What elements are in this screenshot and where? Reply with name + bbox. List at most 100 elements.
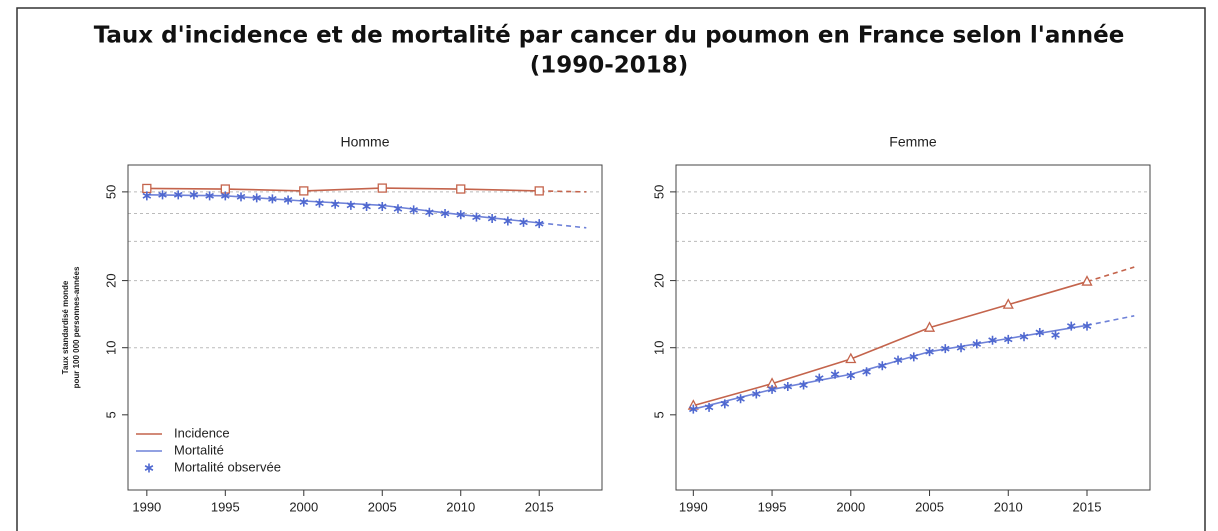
marker — [519, 217, 528, 227]
x-tick-label: 2015 — [525, 499, 554, 514]
marker — [189, 190, 199, 200]
y-tick-label: 10 — [103, 340, 118, 354]
marker — [877, 361, 887, 371]
marker — [972, 339, 982, 349]
marker — [704, 402, 714, 412]
series-line — [1086, 315, 1135, 327]
series-line — [539, 222, 587, 229]
marker — [346, 200, 356, 210]
panel-title: Femme — [889, 134, 937, 150]
marker — [299, 197, 309, 207]
legend-label: Mortalité — [174, 442, 224, 457]
y-axis-label: pour 100 000 personnes-années — [72, 266, 81, 388]
series-line — [539, 190, 587, 193]
marker — [205, 191, 214, 201]
y-tick-label: 10 — [651, 340, 666, 354]
marker — [221, 191, 230, 201]
marker — [815, 373, 824, 383]
panel-title: Homme — [340, 134, 389, 150]
y-axis-label: Taux standardisé monde — [61, 280, 70, 374]
marker — [1082, 321, 1092, 331]
marker — [487, 213, 497, 223]
marker — [783, 381, 793, 391]
x-tick-label: 2000 — [836, 499, 865, 514]
marker — [472, 212, 481, 222]
marker — [158, 190, 167, 200]
marker — [173, 190, 183, 200]
marker — [752, 389, 761, 399]
marker — [845, 352, 857, 364]
series-line — [146, 187, 540, 192]
y-tick-label: 20 — [651, 273, 666, 287]
x-tick-label: 1990 — [132, 499, 161, 514]
marker — [1019, 332, 1029, 342]
marker — [1035, 328, 1045, 338]
x-tick-label: 1995 — [758, 499, 787, 514]
marker — [689, 404, 698, 414]
marker — [283, 195, 293, 205]
x-tick-label: 2000 — [289, 499, 318, 514]
marker — [425, 207, 434, 217]
marker — [440, 208, 450, 218]
marker — [1051, 330, 1060, 340]
chart-title: (1990-2018) — [530, 53, 689, 79]
marker — [1003, 334, 1013, 344]
marker — [315, 198, 324, 208]
x-tick-label: 1995 — [211, 499, 240, 514]
legend-label: Incidence — [174, 425, 230, 440]
chart-title: Taux d'incidence et de mortalité par can… — [94, 23, 1125, 49]
marker — [456, 184, 466, 194]
marker — [362, 201, 371, 211]
marker — [409, 205, 418, 215]
y-tick-label: 50 — [103, 185, 118, 199]
marker — [503, 216, 513, 226]
plot-frame — [127, 164, 603, 491]
marker — [144, 463, 154, 473]
marker — [923, 321, 936, 332]
marker — [830, 369, 840, 379]
marker — [862, 367, 871, 377]
x-tick-label: 2010 — [446, 499, 475, 514]
marker — [142, 183, 152, 194]
legend-label: Mortalité observée — [174, 459, 281, 474]
marker — [1066, 321, 1076, 331]
marker — [299, 186, 309, 196]
series-line — [1086, 266, 1135, 283]
y-tick-label: 5 — [103, 411, 118, 418]
marker — [534, 219, 544, 229]
marker — [720, 399, 730, 409]
y-tick-label: 20 — [103, 273, 118, 287]
marker — [393, 204, 403, 214]
marker — [236, 192, 246, 202]
marker — [1081, 275, 1093, 286]
marker — [142, 191, 152, 201]
marker — [534, 186, 544, 196]
marker — [799, 380, 808, 390]
marker — [456, 210, 466, 220]
x-tick-label: 1990 — [679, 499, 708, 514]
series-line — [693, 280, 1088, 407]
frame — [16, 7, 1206, 531]
marker — [988, 335, 997, 345]
marker — [909, 352, 919, 362]
marker — [956, 343, 966, 353]
y-tick-label: 50 — [651, 185, 666, 199]
marker — [893, 355, 903, 365]
marker — [940, 344, 950, 354]
marker — [846, 371, 856, 381]
marker — [925, 347, 934, 357]
x-tick-label: 2010 — [994, 499, 1023, 514]
marker — [330, 199, 340, 209]
marker — [252, 193, 261, 203]
y-tick-label: 5 — [651, 411, 666, 418]
x-tick-label: 2015 — [1073, 499, 1102, 514]
plot-frame — [675, 164, 1151, 491]
marker — [1002, 298, 1014, 309]
marker — [268, 194, 277, 204]
marker — [377, 201, 387, 211]
series-line — [693, 324, 1088, 410]
marker — [736, 394, 745, 404]
x-tick-label: 2005 — [915, 499, 944, 514]
